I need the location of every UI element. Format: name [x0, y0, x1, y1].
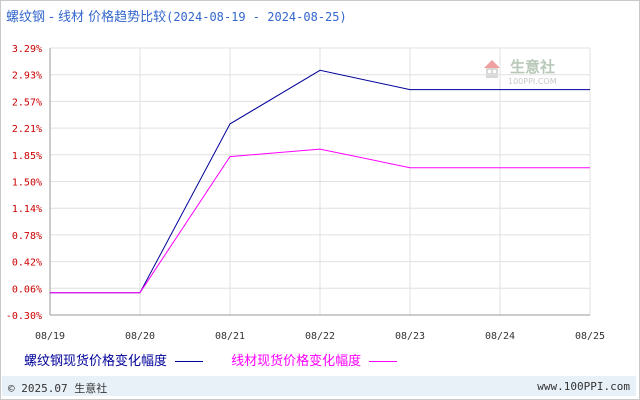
- legend-swatch-rebar: [175, 361, 204, 362]
- y-tick-label: 0.42%: [12, 258, 42, 269]
- title-date-range: (2024-08-19 - 2024-08-25): [166, 10, 347, 24]
- x-tick-label: 08/24: [485, 331, 515, 342]
- y-tick-label: 3.29%: [12, 44, 42, 55]
- legend-label-rebar: 螺纹钢现货价格变化幅度: [24, 354, 168, 369]
- y-tick-label: 1.50%: [12, 178, 42, 189]
- x-tick-label: 08/21: [215, 331, 245, 342]
- y-tick-label: 0.06%: [12, 284, 42, 295]
- y-tick-label: 2.57%: [12, 97, 42, 108]
- x-tick-label: 08/20: [125, 331, 155, 342]
- watermark-house-icon: 生意社 100PPI.COM: [484, 58, 557, 86]
- footer-website-link[interactable]: www.100PPI.com: [537, 380, 630, 393]
- y-tick-label: 2.93%: [12, 71, 42, 82]
- y-tick-label: 0.78%: [12, 231, 42, 242]
- title-text: 螺纹钢 - 线材 价格趋势比较: [6, 10, 167, 25]
- x-tick-label: 08/22: [305, 331, 335, 342]
- footer-bar: [2, 376, 636, 396]
- legend-swatch-wire-rod: [369, 361, 398, 362]
- watermark-url: 100PPI.COM: [508, 77, 557, 86]
- watermark-logo: 生意社 100PPI.COM: [480, 54, 580, 94]
- watermark-text: 生意社: [510, 58, 555, 76]
- legend-label-wire-rod: 线材现货价格变化幅度: [231, 354, 362, 369]
- y-tick-label: 2.21%: [12, 124, 42, 135]
- x-tick-label: 08/25: [575, 331, 605, 342]
- legend-item-wire-rod: 线材现货价格变化幅度: [231, 350, 398, 369]
- x-axis-labels: 08/19 08/20 08/21 08/22 08/23 08/24 08/25: [35, 331, 605, 342]
- chart-title: 螺纹钢 - 线材 价格趋势比较(2024-08-19 - 2024-08-25): [6, 6, 347, 25]
- footer-copyright: © 2025.07 生意社: [8, 382, 108, 395]
- series-lines: [50, 69, 590, 294]
- series-line-1: [50, 148, 590, 294]
- y-axis-labels: 3.29% 2.93% 2.57% 2.21% 1.85% 1.50% 1.14% 0.78%…: [6, 44, 42, 322]
- legend-item-rebar: 螺纹钢现货价格变化幅度: [24, 350, 204, 369]
- y-tick-label: 1.14%: [12, 204, 42, 215]
- x-tick-label: 08/23: [395, 331, 425, 342]
- legend: 螺纹钢现货价格变化幅度 线材现货价格变化幅度: [24, 350, 421, 369]
- x-tick-label: 08/19: [35, 331, 65, 342]
- y-tick-label: -0.30%: [6, 311, 42, 322]
- y-tick-label: 1.85%: [12, 151, 42, 162]
- grid-lines: [49, 47, 591, 316]
